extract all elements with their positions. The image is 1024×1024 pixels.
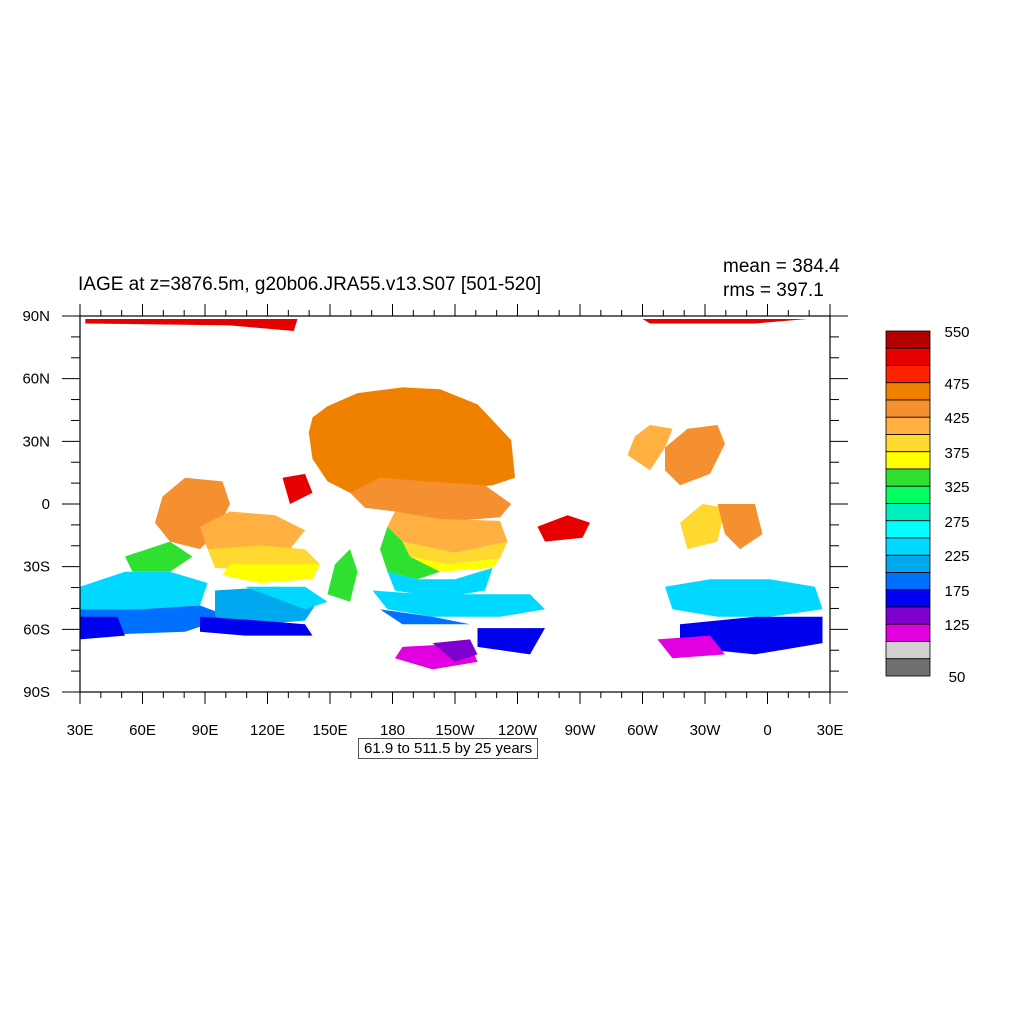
field-region-13 <box>432 639 478 662</box>
colorbar-label: 275 <box>944 514 969 531</box>
lat-tick-label: 90S <box>23 684 50 701</box>
colorbar-swatch <box>885 416 931 435</box>
field-region-26 <box>665 579 823 617</box>
plot-title: IAGE at z=3876.5m, g20b06.JRA55.v13.S07 … <box>78 274 542 295</box>
field-region-4 <box>387 511 508 553</box>
field-region-7 <box>380 526 440 580</box>
lon-tick-label: 30E <box>67 722 94 739</box>
lat-tick-label: 60S <box>23 621 50 638</box>
colorbar-label: 225 <box>944 548 969 565</box>
colorbar-label: 550 <box>944 324 969 341</box>
lon-tick-label: 180 <box>380 722 405 739</box>
field-region-30 <box>627 425 673 471</box>
field-region-32 <box>717 504 763 550</box>
field-region-34 <box>282 473 313 504</box>
field-region-25 <box>327 549 358 602</box>
lon-tick-label: 90E <box>192 722 219 739</box>
lon-tick-label: 120E <box>250 722 285 739</box>
lon-tick-label: 90W <box>565 722 597 739</box>
field-region-10 <box>380 609 470 625</box>
colorbar-swatch <box>885 382 931 401</box>
field-region-3 <box>350 477 512 521</box>
colorbar-label: 425 <box>944 410 969 427</box>
ocean-age-fields <box>80 319 823 670</box>
lon-tick-label: 120W <box>498 722 538 739</box>
field-region-6 <box>410 556 500 572</box>
colorbar-label: 475 <box>944 376 969 393</box>
field-region-18 <box>125 541 193 572</box>
lon-tick-label: 60E <box>129 722 156 739</box>
colorbar-swatch <box>885 365 931 384</box>
field-region-31 <box>680 504 725 550</box>
colorbar-swatch <box>885 434 931 453</box>
field-region-2 <box>308 387 515 497</box>
colorbar-swatch <box>885 520 931 539</box>
colorbar-swatch <box>885 623 931 642</box>
colorbar-swatch <box>885 572 931 591</box>
field-region-1 <box>642 319 808 324</box>
field-region-11 <box>477 628 545 655</box>
colorbar-label: 325 <box>944 479 969 496</box>
colorbar-label: 125 <box>944 617 969 634</box>
lat-tick-label: 30N <box>22 433 50 450</box>
lat-tick-label: 30S <box>23 559 50 576</box>
colorbar-swatch <box>885 485 931 504</box>
field-region-9 <box>372 590 545 617</box>
colorbar-swatch <box>885 503 931 522</box>
colorbar-swatch <box>885 451 931 470</box>
colorbar-swatch <box>885 554 931 573</box>
lat-tick-label: 0 <box>42 496 50 513</box>
field-region-8 <box>387 567 493 598</box>
colorbar-swatch <box>885 641 931 660</box>
map-axis-ticks: 30E 60E 90E 120E 150E 180 150W 120W 90W 60W 30W 0 30… <box>22 304 848 739</box>
field-region-17 <box>222 564 320 583</box>
colorbar-label: 375 <box>944 445 969 462</box>
field-region-23 <box>200 616 313 636</box>
lat-tick-label: 90N <box>22 308 50 325</box>
lon-tick-label: 0 <box>763 722 771 739</box>
rms-stat: rms = 397.1 <box>723 280 824 301</box>
colorbar-swatch <box>885 330 931 349</box>
field-region-28 <box>657 635 725 659</box>
colorbar-swatch <box>885 399 931 418</box>
colorbar-swatch <box>885 589 931 608</box>
field-region-33 <box>537 515 590 542</box>
colorbar-swatch <box>885 468 931 487</box>
field-region-21 <box>80 616 125 640</box>
field-region-5 <box>402 541 508 565</box>
mean-stat: mean = 384.4 <box>723 256 840 277</box>
field-region-19 <box>80 571 208 610</box>
field-region-15 <box>200 511 305 553</box>
lon-tick-label: 60W <box>627 722 659 739</box>
field-region-0 <box>85 319 298 331</box>
lon-tick-label: 30E <box>817 722 844 739</box>
colorbar-swatch <box>885 606 931 625</box>
lon-tick-label: 150W <box>435 722 475 739</box>
colorbar-swatch <box>885 347 931 366</box>
colorbar-label: 50 <box>949 669 966 686</box>
colorbar-swatch <box>885 537 931 556</box>
lat-tick-label: 60N <box>22 371 50 388</box>
lon-tick-label: 150E <box>312 722 347 739</box>
colorbar-label: 175 <box>944 583 969 600</box>
contour-range-label: 61.9 to 511.5 by 25 years <box>358 738 539 759</box>
field-region-24 <box>245 586 328 610</box>
lon-tick-label: 30W <box>690 722 722 739</box>
colorbar-swatch <box>885 658 931 677</box>
colorbar: 550 475 425 375 325 275 225 175 125 50 <box>885 324 970 686</box>
field-region-29 <box>665 425 725 486</box>
